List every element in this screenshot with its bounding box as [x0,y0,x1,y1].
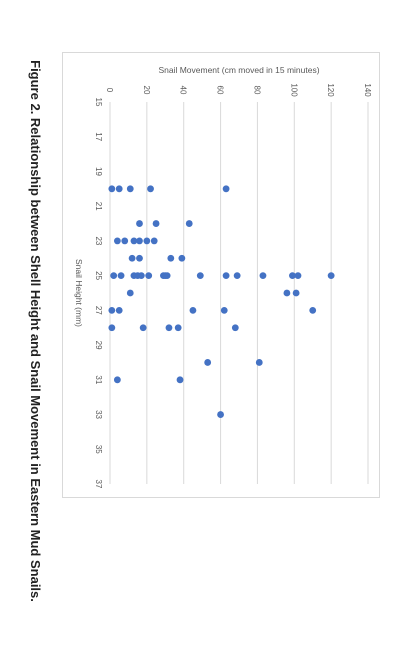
chart-area [62,52,380,498]
figure-caption: Figure 2. Relationship between Shell Hei… [28,60,43,602]
